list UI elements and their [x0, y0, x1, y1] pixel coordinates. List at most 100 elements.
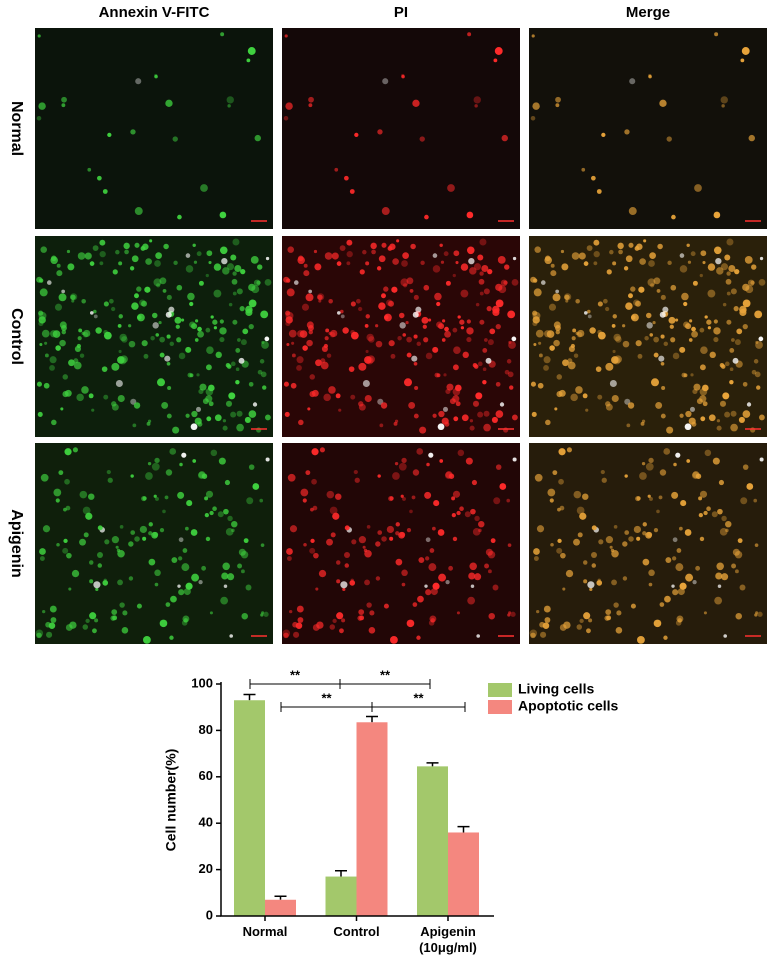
cell	[383, 603, 389, 609]
cell	[724, 361, 730, 367]
cell	[573, 353, 579, 358]
cell	[285, 311, 294, 320]
cell	[302, 345, 308, 351]
cell	[55, 498, 60, 503]
cell	[491, 416, 498, 423]
cell	[386, 525, 394, 534]
cell	[653, 277, 661, 285]
micrograph-bg	[529, 28, 767, 229]
cell	[485, 548, 493, 556]
cell	[493, 58, 498, 63]
cell	[726, 291, 731, 296]
cell	[561, 263, 569, 271]
cell	[478, 528, 482, 533]
cell	[39, 278, 44, 283]
cell	[550, 263, 555, 268]
cell	[110, 615, 116, 621]
cell	[411, 495, 416, 500]
cell	[305, 470, 311, 476]
cell	[753, 498, 758, 503]
micrograph-bg	[282, 28, 520, 229]
y-tick-label: 60	[199, 768, 213, 783]
cell	[107, 132, 112, 137]
cell	[252, 483, 260, 490]
cell	[511, 279, 519, 286]
cell	[556, 374, 563, 380]
cell	[44, 341, 48, 345]
cell	[349, 189, 355, 194]
x-tick-label: Control	[333, 924, 380, 939]
cell	[283, 632, 289, 639]
micrograph-bg	[282, 236, 520, 437]
cell	[693, 383, 701, 391]
cell	[451, 512, 456, 518]
cell	[539, 621, 545, 628]
cell	[605, 536, 614, 544]
cell	[162, 289, 167, 293]
cell	[292, 621, 298, 628]
cell	[46, 280, 52, 285]
cell	[115, 545, 119, 549]
cell	[469, 425, 475, 431]
cell	[613, 602, 619, 608]
cell	[735, 612, 742, 620]
micrograph-bg	[35, 443, 273, 644]
cell	[604, 615, 610, 621]
cell	[236, 410, 243, 417]
cell	[71, 569, 80, 578]
cell	[701, 384, 709, 392]
cell	[311, 389, 319, 397]
cell	[300, 488, 309, 497]
cell	[365, 314, 370, 319]
cell	[365, 261, 370, 266]
cell	[308, 96, 314, 103]
cell	[543, 356, 551, 364]
cell	[51, 419, 57, 426]
cell	[137, 313, 145, 322]
cell	[219, 246, 228, 255]
cell	[143, 635, 151, 644]
cell	[453, 416, 459, 422]
cell	[172, 426, 180, 434]
cell	[432, 265, 441, 273]
cell	[746, 483, 754, 490]
cell	[428, 318, 432, 322]
cell	[366, 525, 371, 529]
cell	[121, 336, 128, 343]
cell	[699, 395, 707, 403]
cell	[206, 346, 214, 355]
cell	[659, 99, 667, 107]
cell	[597, 331, 606, 340]
cell	[530, 632, 536, 639]
cell	[707, 263, 716, 271]
cell	[428, 452, 434, 458]
cell	[83, 532, 89, 538]
cell	[358, 306, 363, 312]
cell	[589, 327, 596, 334]
cell	[152, 322, 159, 329]
cell	[609, 545, 613, 549]
cell	[492, 308, 500, 317]
cell	[148, 522, 153, 527]
cell	[104, 539, 110, 545]
cell	[256, 280, 261, 285]
cell	[225, 400, 233, 407]
cell	[169, 635, 174, 640]
cell	[358, 536, 367, 544]
cell	[183, 618, 189, 623]
cell	[224, 479, 231, 486]
cell	[641, 419, 646, 423]
cell	[69, 621, 77, 629]
cell	[716, 425, 722, 431]
cell	[316, 293, 325, 301]
cell	[603, 298, 608, 304]
cell	[668, 316, 676, 324]
cell	[716, 267, 724, 275]
cell	[479, 271, 484, 276]
cell	[635, 340, 642, 347]
cell	[577, 532, 583, 538]
cell	[309, 374, 316, 380]
cell	[653, 336, 660, 343]
cell	[585, 408, 589, 412]
cell	[190, 529, 198, 536]
